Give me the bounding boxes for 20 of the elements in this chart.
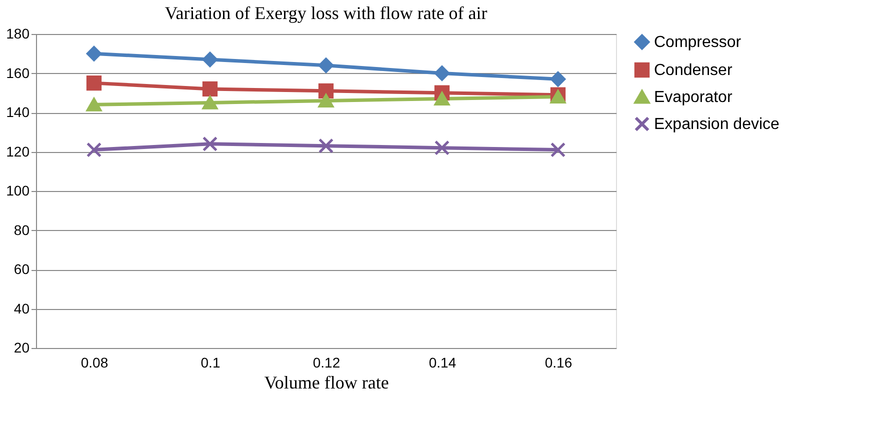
x-axis-title: Volume flow rate	[264, 372, 389, 392]
legend-label: Evaporator	[654, 89, 733, 106]
y-tick-label: 160	[6, 64, 30, 81]
x-tick-label: 0.16	[544, 354, 572, 370]
y-tick-label: 60	[14, 261, 30, 277]
x-tick-label: 0.1	[200, 354, 220, 370]
y-tick-label: 140	[6, 104, 30, 120]
legend-label: Condenser	[654, 62, 733, 79]
chart-title: Variation of Exergy loss with flow rate of air	[164, 3, 488, 23]
legend-label: Compressor	[654, 34, 742, 51]
y-tick-label: 20	[14, 340, 30, 356]
legend-label: Expansion device	[654, 116, 780, 133]
y-tick-label: 100	[6, 182, 30, 198]
y-tick-label: 80	[14, 222, 30, 238]
x-tick-label: 0.08	[80, 354, 108, 370]
y-tick-label: 120	[6, 143, 30, 160]
x-tick-label: 0.14	[428, 354, 456, 370]
y-tick-label: 180	[6, 26, 30, 42]
x-tick-label: 0.12	[312, 354, 340, 370]
y-tick-label: 40	[14, 300, 30, 316]
